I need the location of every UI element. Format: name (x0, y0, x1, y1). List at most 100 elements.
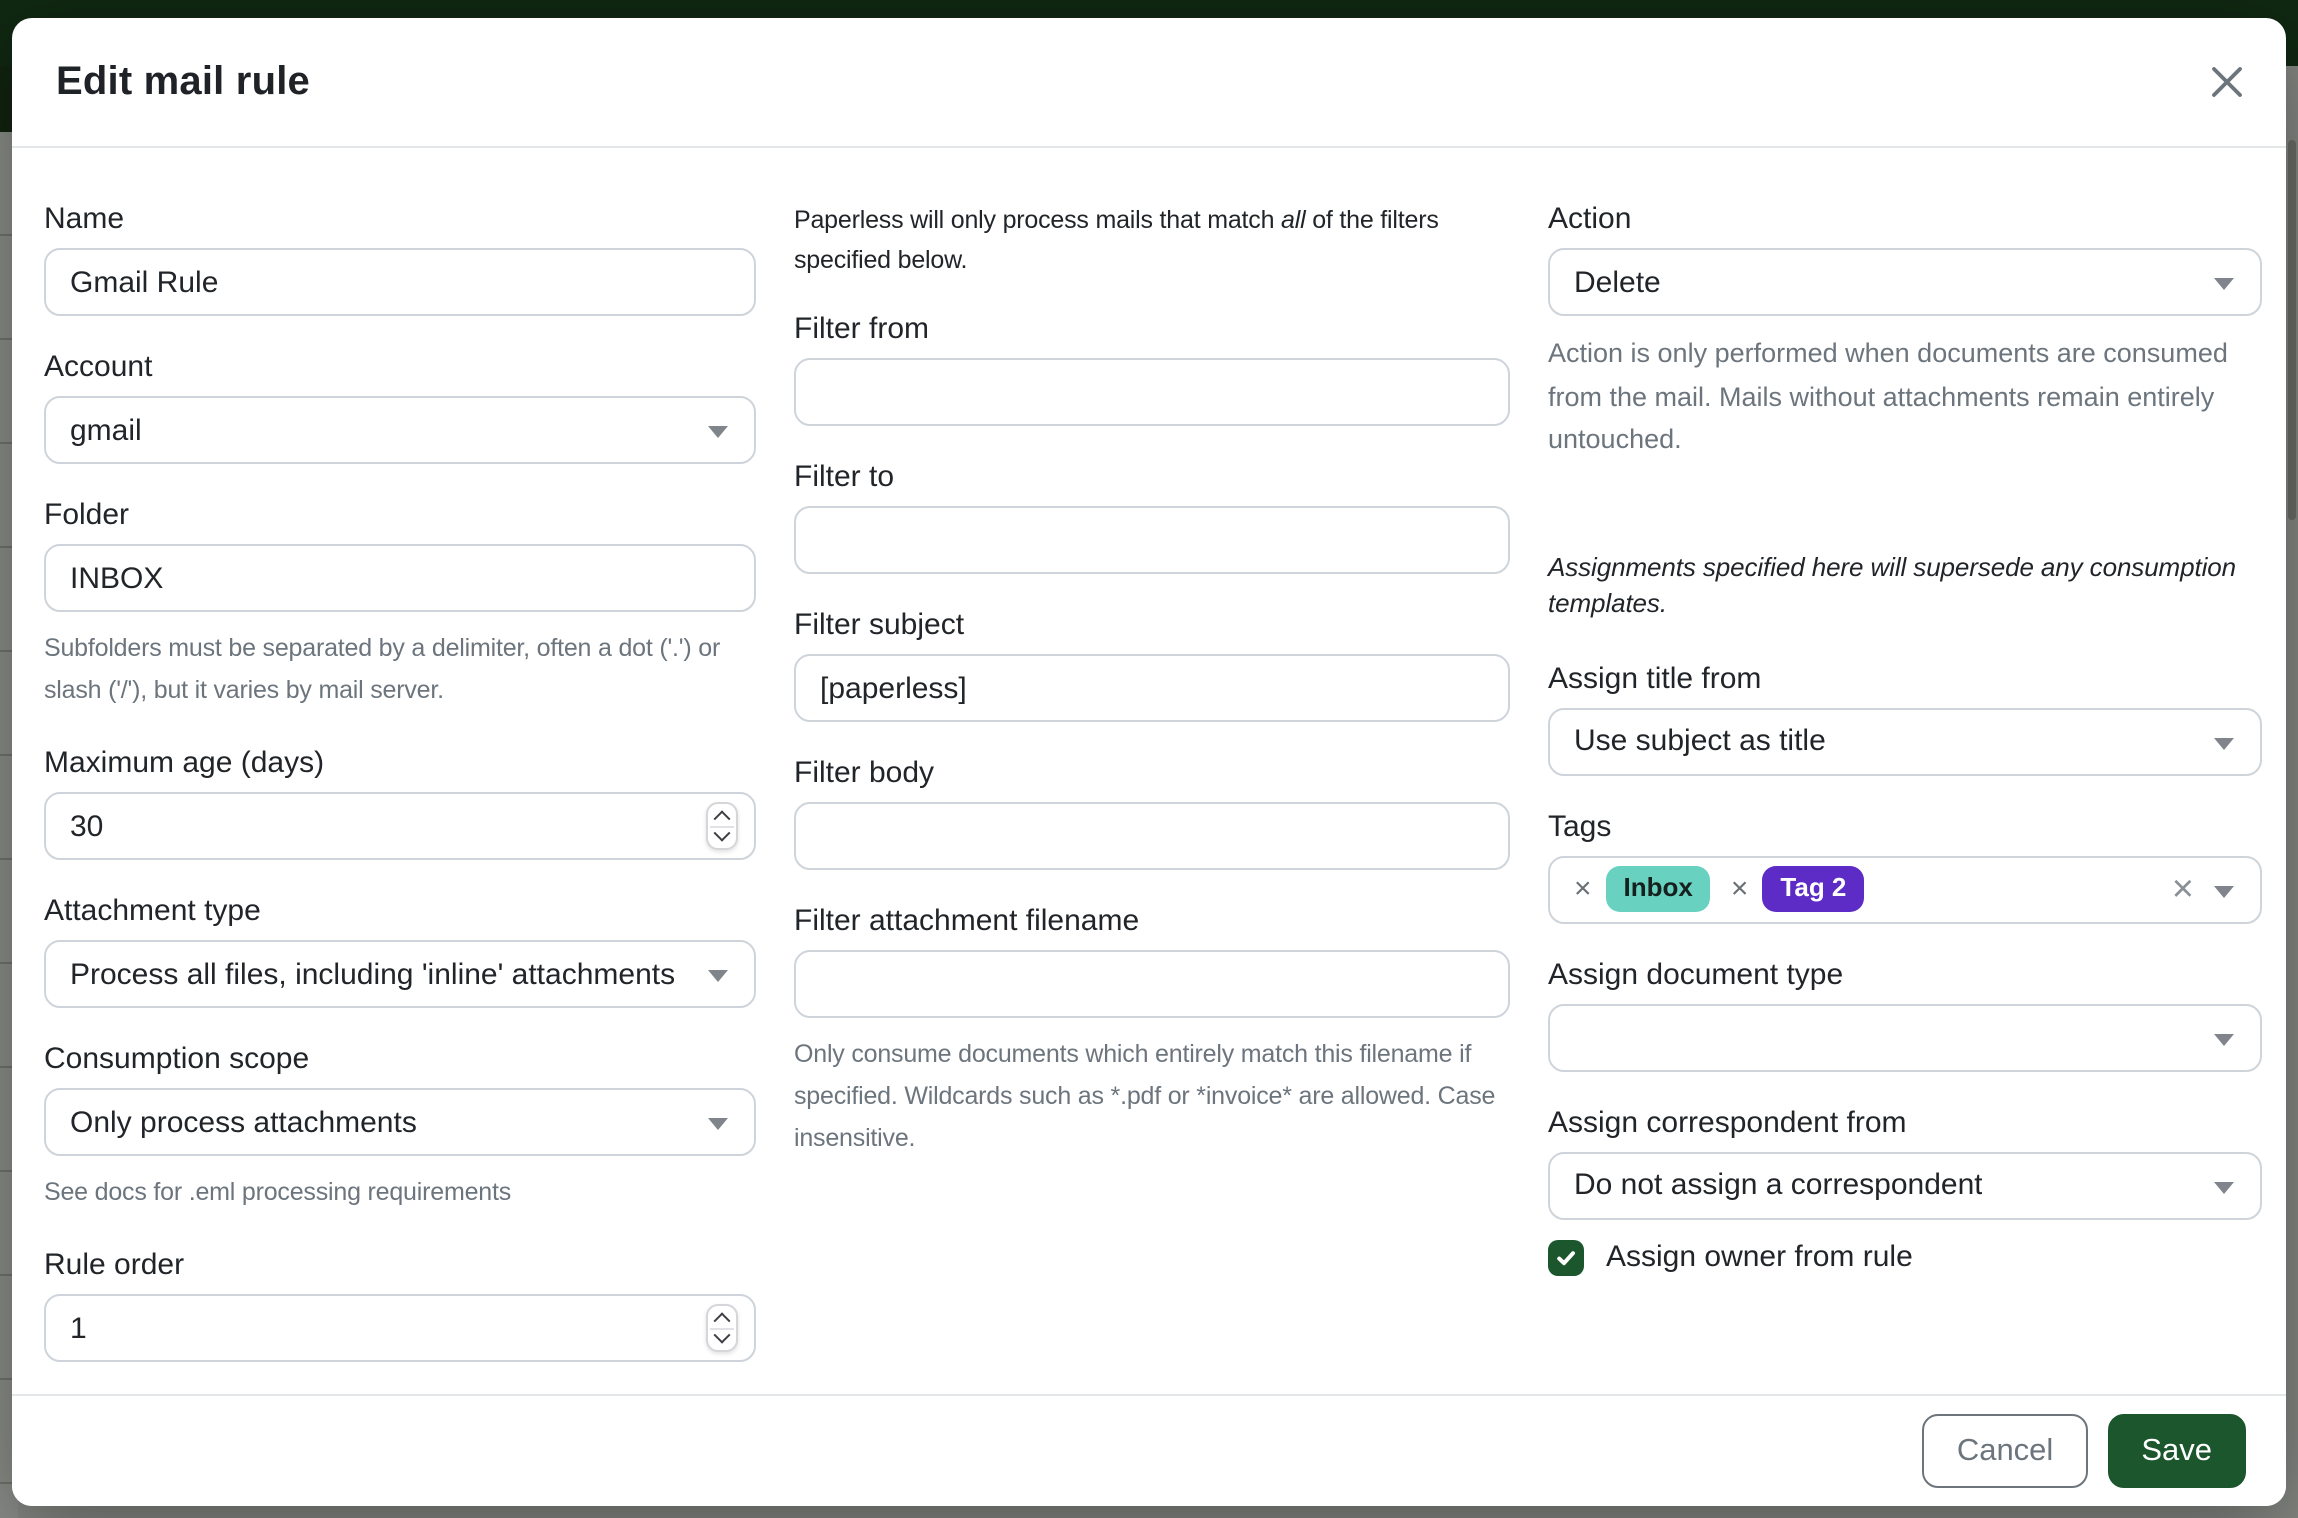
chevron-down-icon (708, 426, 728, 438)
cancel-button[interactable]: Cancel (1922, 1414, 2088, 1488)
intro-text-emphasis: all (1281, 206, 1306, 234)
account-field-group: Account gmail (44, 348, 756, 464)
attachment-type-label: Attachment type (44, 894, 261, 928)
filter-attachment-filename-input[interactable] (794, 950, 1510, 1018)
tags-input[interactable]: × Inbox × Tag 2 × (1548, 855, 2262, 923)
filter-from-label: Filter from (794, 312, 929, 346)
account-label: Account (44, 350, 153, 384)
tag-chip-list: × Inbox × Tag 2 (1566, 866, 1865, 912)
assign-correspondent-from-select[interactable]: Do not assign a correspondent (1548, 1151, 2262, 1219)
column-general: Name Account gmail Folder Subfolders mus… (44, 200, 756, 1394)
action-field-group: Action Delete Action is only performed w… (1548, 200, 2262, 461)
filter-to-label: Filter to (794, 460, 895, 494)
tag-chip: Inbox (1605, 866, 1711, 912)
folder-field-group: Folder Subfolders must be separated by a… (44, 496, 756, 712)
consumption-scope-select-value: Only process attachments (70, 1105, 417, 1139)
maximum-age-field-group: Maximum age (days) (44, 744, 756, 860)
filter-subject-field-group: Filter subject (794, 606, 1510, 722)
assign-title-from-select[interactable]: Use subject as title (1548, 707, 2262, 775)
assign-owner-label: Assign owner from rule (1606, 1240, 1913, 1274)
tag-chip: Tag 2 (1762, 866, 1865, 912)
assign-title-from-field-group: Assign title from Use subject as title (1548, 659, 2262, 775)
maximum-age-label: Maximum age (days) (44, 746, 325, 780)
name-field-group: Name (44, 200, 756, 316)
tags-field-group: Tags × Inbox × Tag 2 × (1548, 807, 2262, 923)
assign-correspondent-from-field-group: Assign correspondent from Do not assign … (1548, 1103, 2262, 1219)
filter-attachment-filename-help-text: Only consume documents which entirely ma… (794, 1040, 1496, 1152)
edit-mail-rule-dialog: Edit mail rule Name Account gmail (12, 18, 2286, 1506)
chevron-down-icon (708, 970, 728, 982)
page-title: Edit mail rule (56, 59, 310, 103)
intro-text-pre: Paperless will only process mails that m… (794, 206, 1282, 234)
stepper-down-icon (713, 1326, 731, 1344)
rule-order-field-group: Rule order (44, 1246, 756, 1362)
filter-body-label: Filter body (794, 756, 935, 790)
attachment-type-select-value: Process all files, including 'inline' at… (70, 957, 676, 991)
rule-order-stepper[interactable] (706, 1304, 738, 1352)
folder-input[interactable] (44, 544, 756, 612)
action-select[interactable]: Delete (1548, 248, 2262, 316)
column-actions: Action Delete Action is only performed w… (1548, 200, 2262, 1394)
assign-correspondent-from-label: Assign correspondent from (1548, 1105, 1907, 1139)
assign-correspondent-from-select-value: Do not assign a correspondent (1574, 1168, 1983, 1202)
remove-tag-icon[interactable]: × (1730, 872, 1749, 906)
maximum-age-input[interactable] (44, 792, 756, 860)
dialog-header: Edit mail rule (12, 18, 2286, 148)
close-button[interactable] (2198, 53, 2256, 111)
consumption-scope-label: Consumption scope (44, 1042, 310, 1076)
filters-intro-text: Paperless will only process mails that m… (794, 200, 1510, 280)
chevron-down-icon (2214, 278, 2234, 290)
filter-to-field-group: Filter to (794, 458, 1510, 574)
consumption-scope-field-group: Consumption scope Only process attachmen… (44, 1040, 756, 1214)
clear-tags-icon[interactable]: × (2171, 868, 2194, 910)
name-label: Name (44, 202, 125, 236)
account-select[interactable]: gmail (44, 396, 756, 464)
chevron-down-icon (2214, 1181, 2234, 1193)
checkbox-checked-icon (1548, 1239, 1584, 1275)
filter-from-field-group: Filter from (794, 310, 1510, 426)
assign-document-type-select[interactable] (1548, 1003, 2262, 1071)
filter-subject-input[interactable] (794, 654, 1510, 722)
action-label: Action (1548, 202, 1632, 236)
name-input[interactable] (44, 248, 756, 316)
assign-document-type-label: Assign document type (1548, 957, 1844, 991)
column-filters: Paperless will only process mails that m… (794, 200, 1510, 1394)
filter-to-input[interactable] (794, 506, 1510, 574)
filter-body-input[interactable] (794, 802, 1510, 870)
assignments-note-text: Assignments specified here will supersed… (1548, 551, 2236, 617)
consumption-scope-select[interactable]: Only process attachments (44, 1088, 756, 1156)
dialog-footer: Cancel Save (12, 1394, 2286, 1506)
folder-label: Folder (44, 498, 130, 532)
action-help-text: Action is only performed when documents … (1548, 338, 2228, 454)
assign-title-from-select-value: Use subject as title (1574, 724, 1826, 758)
rule-order-input[interactable] (44, 1294, 756, 1362)
filter-attachment-filename-label: Filter attachment filename (794, 904, 1140, 938)
action-select-value: Delete (1574, 265, 1661, 299)
close-icon (2212, 67, 2242, 97)
chevron-down-icon (2214, 1033, 2234, 1045)
remove-tag-icon[interactable]: × (1574, 872, 1592, 906)
backdrop-scrollbar (2288, 140, 2296, 520)
save-button[interactable]: Save (2107, 1414, 2246, 1488)
filter-attachment-filename-field-group: Filter attachment filename Only consume … (794, 902, 1510, 1160)
dialog-body: Name Account gmail Folder Subfolders mus… (44, 148, 2262, 1394)
account-select-value: gmail (70, 413, 142, 447)
assign-document-type-field-group: Assign document type (1548, 955, 2262, 1071)
filter-subject-label: Filter subject (794, 608, 965, 642)
filter-from-input[interactable] (794, 358, 1510, 426)
assign-title-from-label: Assign title from (1548, 661, 1762, 695)
maximum-age-stepper[interactable] (706, 802, 738, 850)
chevron-down-icon (708, 1118, 728, 1130)
consumption-scope-help-text: See docs for .eml processing requirement… (44, 1178, 512, 1206)
chevron-down-icon (2214, 885, 2234, 897)
folder-help-text: Subfolders must be separated by a delimi… (44, 634, 721, 704)
assign-owner-checkbox-row[interactable]: Assign owner from rule (1548, 1239, 2262, 1275)
stepper-down-icon (713, 824, 731, 842)
rule-order-label: Rule order (44, 1248, 185, 1282)
attachment-type-select[interactable]: Process all files, including 'inline' at… (44, 940, 756, 1008)
chevron-down-icon (2214, 737, 2234, 749)
filter-body-field-group: Filter body (794, 754, 1510, 870)
attachment-type-field-group: Attachment type Process all files, inclu… (44, 892, 756, 1008)
tags-label: Tags (1548, 809, 1612, 843)
